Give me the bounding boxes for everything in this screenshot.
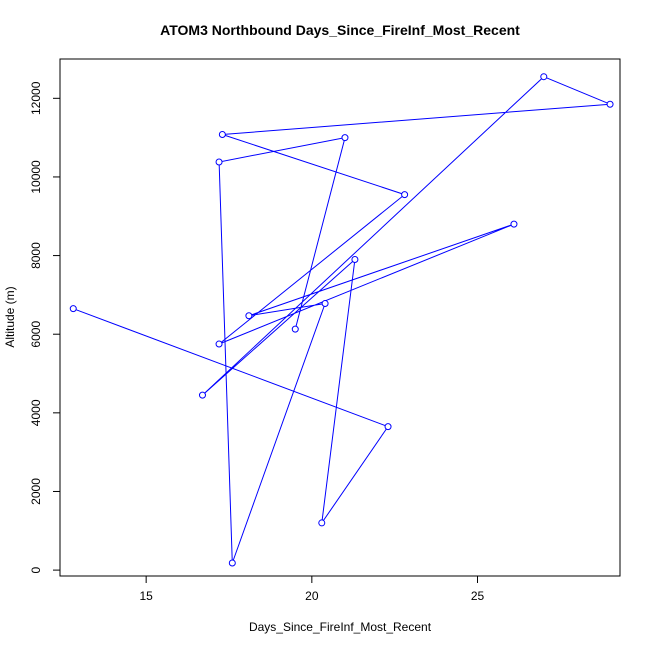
data-point [510, 220, 518, 228]
data-point [341, 134, 349, 142]
data-point [351, 256, 359, 264]
data-point [291, 325, 299, 333]
x-tick-label: 25 [471, 589, 485, 603]
data-point [318, 519, 326, 527]
data-point [245, 312, 253, 320]
data-point [321, 300, 329, 308]
x-axis-label: Days_Since_FireInf_Most_Recent [249, 620, 432, 634]
y-tick-label: 12000 [29, 81, 43, 115]
x-tick-label: 15 [139, 589, 153, 603]
chart-title: ATOM3 Northbound Days_Since_FireInf_Most… [160, 22, 520, 38]
y-tick-label: 8000 [29, 242, 43, 269]
x-axis: 15 20 25 [139, 575, 485, 603]
y-axis: 0 2000 4000 6000 8000 10000 12000 [29, 81, 61, 573]
y-tick-label: 6000 [29, 321, 43, 348]
data-point [215, 158, 223, 166]
y-tick-label: 2000 [29, 478, 43, 505]
y-tick-label: 0 [29, 566, 43, 573]
data-point [69, 305, 77, 313]
y-axis-label: Altitude (m) [3, 286, 17, 347]
data-point [215, 340, 223, 348]
y-tick-label: 4000 [29, 399, 43, 426]
data-point [606, 100, 614, 108]
x-tick-label: 20 [305, 589, 319, 603]
y-tick-label: 10000 [29, 160, 43, 194]
data-point [384, 423, 392, 431]
data-point [218, 130, 226, 138]
series-layer [69, 73, 614, 567]
data-point [401, 191, 409, 199]
data-point [228, 559, 236, 567]
data-point [540, 73, 548, 81]
data-point [198, 391, 206, 399]
